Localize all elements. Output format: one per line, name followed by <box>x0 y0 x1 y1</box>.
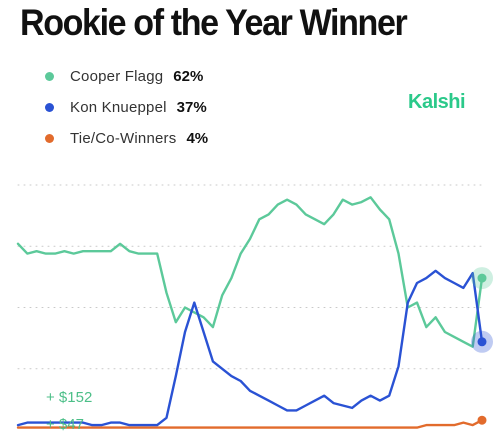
annotation-label: + $47 <box>46 416 84 433</box>
annotation-label: + $152 <box>46 389 92 406</box>
legend-label: Cooper Flagg <box>70 68 164 85</box>
end-marker-tie-co-winners <box>477 415 487 425</box>
legend: Cooper Flagg 62% Kon Knueppel 37% Tie/Co… <box>45 64 208 157</box>
series-line-tie-co-winners <box>16 419 484 429</box>
legend-item-tie-co-winners: Tie/Co-Winners 4% <box>45 126 208 151</box>
legend-value: 4% <box>186 130 209 147</box>
legend-dot-icon <box>45 134 54 143</box>
legend-item-cooper-flagg: Cooper Flagg 62% <box>45 64 208 89</box>
legend-label: Kon Knueppel <box>70 99 167 116</box>
kalshi-logo: Kalshi <box>408 91 466 113</box>
legend-item-kon-knueppel: Kon Knueppel 37% <box>45 95 208 120</box>
chart-title: Rookie of the Year Winner <box>20 2 408 43</box>
legend-dot-icon <box>45 72 54 81</box>
legend-label: Tie/Co-Winners <box>70 130 177 147</box>
end-marker-cooper-flagg <box>477 273 487 283</box>
legend-value: 37% <box>176 99 207 116</box>
end-marker-kon-knueppel <box>477 337 487 347</box>
series-line-cooper-flagg <box>16 196 484 348</box>
legend-dot-icon <box>45 103 54 112</box>
legend-value: 62% <box>173 68 204 85</box>
series-line-kon-knueppel <box>16 269 484 427</box>
